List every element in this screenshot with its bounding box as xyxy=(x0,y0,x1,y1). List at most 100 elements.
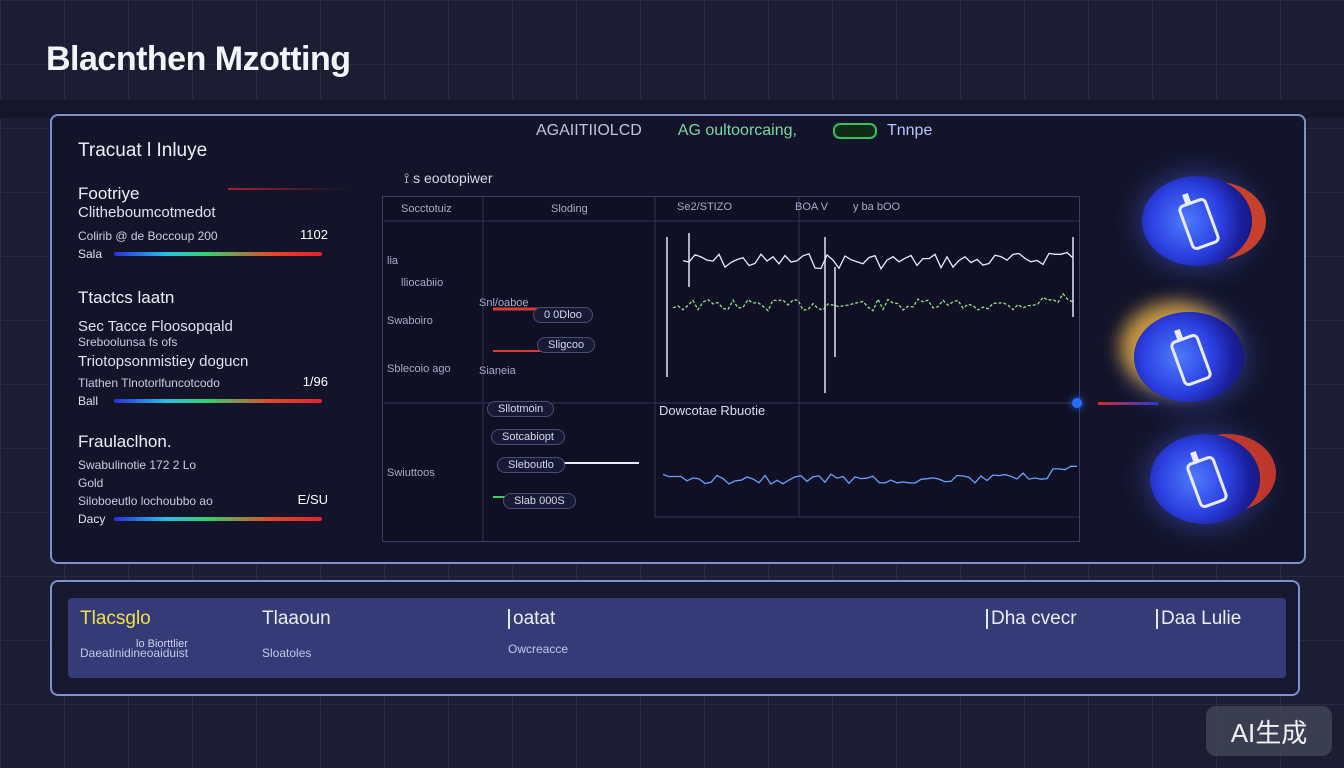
chart-svg xyxy=(383,197,1079,541)
row-label: Swaboiro xyxy=(387,315,433,327)
legend-toggle[interactable]: Tnnpe xyxy=(832,122,933,140)
row-label: Sblecoio ago xyxy=(387,363,451,375)
metric-detail-text: Siloboeutlo lochoubbo ao xyxy=(78,494,213,508)
legend-item[interactable]: AGAIITIIOLCD xyxy=(536,122,642,139)
value-pill[interactable]: Sleboutlo xyxy=(497,457,565,473)
bottom-column[interactable]: Tlacsglo Daeatinidineoaiduist lo Biorttl… xyxy=(80,608,188,660)
watermark-badge: AI生成 xyxy=(1206,706,1332,756)
bottom-column-subtitle: Sloatoles xyxy=(262,646,312,660)
bottom-column-title: Dha cvecr xyxy=(986,608,1077,630)
extra-label: Sianeia xyxy=(479,365,516,377)
metric-group-title: Ttactcs laatn xyxy=(78,288,175,307)
bottom-column-title: Daa Lulie xyxy=(1156,608,1241,630)
metric-group-1[interactable]: Footriye Clitheboumcotmedot Colirib @ de… xyxy=(78,184,358,261)
column-label: Socctotuiz xyxy=(401,203,452,215)
value-pill[interactable]: 0 0Dloo xyxy=(533,307,593,323)
section-title: Tracuat l Inluye xyxy=(78,140,208,161)
bar-label: Sala xyxy=(78,247,103,261)
chart-legend: AGAIITIIOLCD AG oultoorcaing, Tnnpe xyxy=(536,122,932,140)
metrics-column: Tracuat l Inluye Footriye Clitheboumcotm… xyxy=(78,140,358,526)
bar-label: Ball xyxy=(78,394,99,408)
metric-value: 1102 xyxy=(300,227,328,242)
column-label: Se2/STIZO xyxy=(677,201,733,213)
bottom-column[interactable]: oatat Owcreacce xyxy=(508,608,568,656)
chart-caption: ⟟ s eootopiwer xyxy=(404,170,493,187)
bottom-column[interactable]: Dha cvecr xyxy=(986,608,1077,630)
title-band xyxy=(0,100,1344,118)
vial-icon xyxy=(1168,332,1214,388)
orb-button-3[interactable] xyxy=(1150,434,1260,524)
column-label: Sloding xyxy=(551,203,588,215)
bottom-column-title-text: oatat xyxy=(513,608,556,629)
metric-detail: Sreboolunsa fs ofs xyxy=(78,335,178,349)
metric-value: E/SU xyxy=(297,492,328,507)
main-panel: Tracuat l Inluye Footriye Clitheboumcotm… xyxy=(50,114,1306,564)
value-pill[interactable]: Sotcabiopt xyxy=(491,429,565,445)
series-line-blue xyxy=(662,465,1078,485)
pin-icon: ⟟ xyxy=(404,170,414,186)
value-pill[interactable]: Slab 000S xyxy=(503,493,576,509)
vial-icon xyxy=(1184,454,1230,510)
chart-caption-text: s eootopiwer xyxy=(413,170,493,186)
bottom-column-title: oatat xyxy=(508,608,568,630)
metric-detail: Colirib @ de Boccoup 200 1102 xyxy=(78,227,358,243)
row-label: lia xyxy=(387,255,399,267)
bottom-column-subtitle: Daeatinidineoaiduist xyxy=(80,646,189,660)
cursor-icon xyxy=(986,608,988,629)
value-pill[interactable]: Sllotmoin xyxy=(487,401,555,417)
bottom-column-title-text: Dha cvecr xyxy=(991,608,1077,629)
column-label: y ba bOO xyxy=(853,201,901,213)
metric-bar-row: Ball xyxy=(78,394,358,408)
metric-detail-text: Colirib @ de Boccoup 200 xyxy=(78,229,218,243)
series-line-green xyxy=(672,292,1074,312)
accent-line xyxy=(228,188,348,190)
metric-bar-row: Sala xyxy=(78,247,358,261)
legend-item[interactable]: AG oultoorcaing, xyxy=(677,122,797,139)
metric-group-line: Clitheboumcotmedot xyxy=(78,204,216,221)
toggle-switch[interactable] xyxy=(832,122,877,139)
bottom-column-title: Tlaaoun xyxy=(262,608,331,629)
app-title: Blacnthen Mzotting xyxy=(46,40,351,78)
metric-group-title: Footriye xyxy=(78,184,140,203)
orb-button-1[interactable] xyxy=(1142,176,1252,266)
orb-button-2[interactable] xyxy=(1134,312,1244,402)
bar-label: Dacy xyxy=(78,512,106,526)
value-pill[interactable]: Sligcoo xyxy=(537,337,596,353)
metric-group-2[interactable]: Ttactcs laatn Sec Tacce Floosopqald Sreb… xyxy=(78,288,358,408)
bottom-column[interactable]: Daa Lulie xyxy=(1156,608,1241,630)
metric-detail-text: Tlathen Tlnotorlfuncotcodo xyxy=(78,376,220,390)
row-label: lliocabiio xyxy=(401,277,444,289)
bottom-column-title: Tlacsglo xyxy=(80,608,151,629)
metric-detail: Siloboeutlo lochoubbo ao E/SU xyxy=(78,492,358,508)
subchart-title: Dowcotae Rbuotie xyxy=(659,403,766,418)
bottom-column-subtitle: Owcreacce xyxy=(508,642,569,656)
bottom-info-bar: Tlacsglo Daeatinidineoaiduist lo Biorttl… xyxy=(68,598,1286,678)
column-label: BOA V xyxy=(795,201,829,213)
row-label: Swiuttoos xyxy=(387,467,435,479)
spectrum-bar xyxy=(114,517,322,521)
metric-detail: Swabulinotie 172 2 Lo xyxy=(78,458,197,472)
bottom-column-title-text: Daa Lulie xyxy=(1161,608,1242,629)
metric-group-title: Fraulaclhon. xyxy=(78,432,172,451)
cursor-icon xyxy=(1156,608,1158,629)
metric-group-line: Triotopsonmistiey dogucn xyxy=(78,353,249,370)
bottom-column[interactable]: Tlaaoun Sloatoles xyxy=(262,608,331,660)
metric-detail: Gold xyxy=(78,476,104,490)
metric-bar-row: Dacy xyxy=(78,512,358,526)
spike-markers xyxy=(666,233,1074,393)
metric-group-3[interactable]: Fraulaclhon. Swabulinotie 172 2 Lo Gold … xyxy=(78,432,358,526)
bottom-column-accent: lo Biorttlier xyxy=(136,638,188,650)
chart-area[interactable]: Socctotuiz Sloding Se2/STIZO BOA V y ba … xyxy=(382,196,1080,542)
metric-group-line: Sec Tacce Floosopqald xyxy=(78,318,233,335)
legend-item-label: Tnnpe xyxy=(886,122,933,139)
spectrum-bar xyxy=(114,252,322,256)
metric-value: 1/96 xyxy=(302,374,328,389)
status-dot xyxy=(1072,398,1082,408)
vial-icon xyxy=(1176,196,1222,252)
cursor-icon xyxy=(508,608,510,629)
spectrum-bar xyxy=(114,399,322,403)
mini-slider[interactable] xyxy=(1098,402,1158,405)
metric-detail: Tlathen Tlnotorlfuncotcodo 1/96 xyxy=(78,374,358,390)
series-line-white xyxy=(682,251,1074,271)
bottom-panel: Tlacsglo Daeatinidineoaiduist lo Biorttl… xyxy=(50,580,1300,696)
